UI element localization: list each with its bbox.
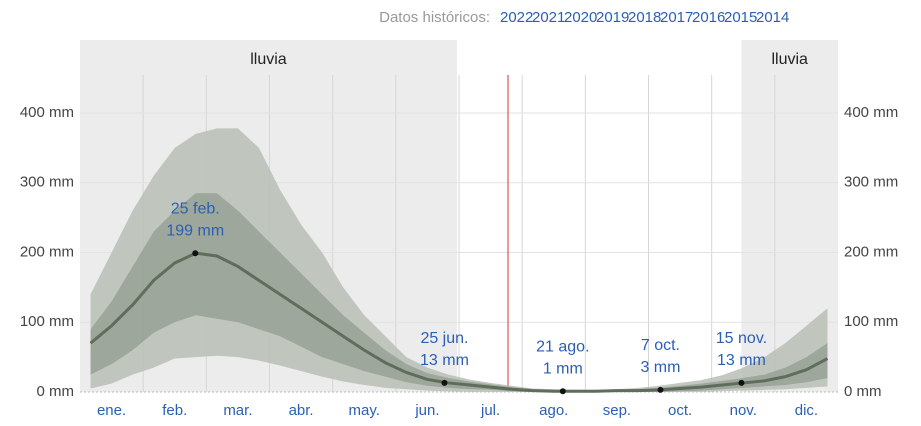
y2-tick-label: 400 mm xyxy=(844,104,898,121)
annotation-date: 25 jun. xyxy=(420,330,468,347)
y2-tick-label: 200 mm xyxy=(844,243,898,260)
year-link[interactable]: 2019 xyxy=(596,9,629,26)
y2-tick-label: 100 mm xyxy=(844,313,898,330)
annotation-date: 21 ago. xyxy=(536,339,589,356)
x-tick-label: sep. xyxy=(603,402,631,419)
annotation-point xyxy=(738,379,745,386)
median-line xyxy=(89,251,829,393)
x-tick-label: may. xyxy=(349,402,380,419)
history-label: Datos históricos: xyxy=(379,9,490,26)
x-tick-label: nov. xyxy=(730,402,757,419)
year-link[interactable]: 2014 xyxy=(756,9,789,26)
y-tick-label: 200 mm xyxy=(20,243,74,260)
annotation-point xyxy=(559,388,566,395)
annotation-value: 13 mm xyxy=(420,352,469,369)
annotation-date: 25 feb. xyxy=(171,200,220,217)
annotation-point xyxy=(441,379,448,386)
annotation-value: 3 mm xyxy=(640,359,680,376)
year-link[interactable]: 2018 xyxy=(628,9,661,26)
year-link[interactable]: 2020 xyxy=(564,9,597,26)
year-link[interactable]: 2021 xyxy=(532,9,565,26)
x-tick-label: ago. xyxy=(539,402,568,419)
x-tick-label: mar. xyxy=(223,402,252,419)
y-tick-label: 400 mm xyxy=(20,104,74,121)
y-tick-label: 0 mm xyxy=(37,383,75,400)
year-link[interactable]: 2022 xyxy=(500,9,533,26)
annotation-value: 199 mm xyxy=(166,222,224,239)
y-tick-label: 300 mm xyxy=(20,174,74,191)
annotation-date: 15 nov. xyxy=(716,330,767,347)
x-tick-label: feb. xyxy=(162,402,187,419)
x-tick-label: jul. xyxy=(480,402,500,419)
x-tick-label: abr. xyxy=(289,402,314,419)
rain-season-label: lluvia xyxy=(771,51,808,68)
x-tick-label: oct. xyxy=(668,402,692,419)
annotation-point xyxy=(192,250,199,257)
y2-tick-label: 300 mm xyxy=(844,174,898,191)
rain-season-label: lluvia xyxy=(250,51,287,68)
y-tick-label: 100 mm xyxy=(20,313,74,330)
x-tick-label: dic. xyxy=(795,402,818,419)
year-link[interactable]: 2015 xyxy=(724,9,757,26)
percentile-band xyxy=(90,193,828,392)
annotation-value: 13 mm xyxy=(717,352,766,369)
annotation-date: 7 oct. xyxy=(641,337,680,354)
x-tick-label: jun. xyxy=(414,402,439,419)
annotation-point xyxy=(657,386,664,393)
annotation-value: 1 mm xyxy=(543,361,583,378)
year-link[interactable]: 2016 xyxy=(692,9,725,26)
year-link[interactable]: 2017 xyxy=(660,9,693,26)
x-tick-label: ene. xyxy=(97,402,126,419)
y2-tick-label: 0 mm xyxy=(844,383,882,400)
